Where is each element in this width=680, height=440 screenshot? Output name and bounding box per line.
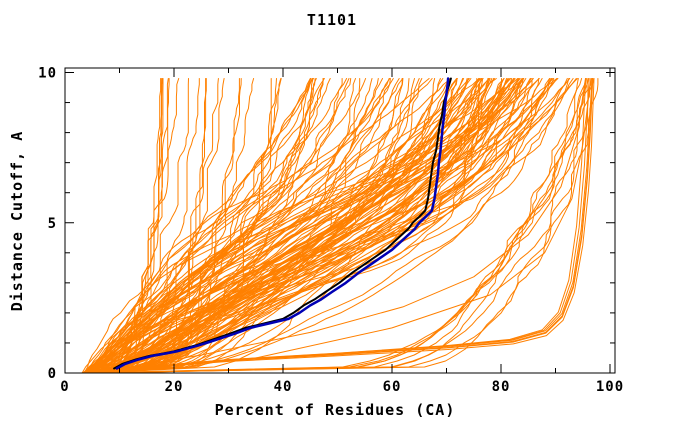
y-tick-label: 10 xyxy=(38,66,57,82)
x-tick-label: 80 xyxy=(492,379,511,395)
highlighted-curves xyxy=(113,77,452,370)
x-tick-label: 0 xyxy=(60,379,69,395)
y-axis-label: Distance Cutoff, A xyxy=(8,130,26,312)
ensemble-curves xyxy=(80,78,599,374)
x-tick-label: 20 xyxy=(165,379,184,395)
tick-labels: 0 20 40 60 80 100 0 5 10 xyxy=(38,66,624,396)
y-tick-label: 0 xyxy=(48,366,57,382)
x-tick-label: 40 xyxy=(274,379,293,395)
x-tick-label: 100 xyxy=(596,379,624,395)
y-tick-label: 5 xyxy=(48,216,57,232)
x-tick-label: 60 xyxy=(383,379,402,395)
chart-title: T1101 xyxy=(306,11,358,29)
axes xyxy=(64,67,616,374)
x-axis-label: Percent of Residues (CA) xyxy=(214,401,456,419)
